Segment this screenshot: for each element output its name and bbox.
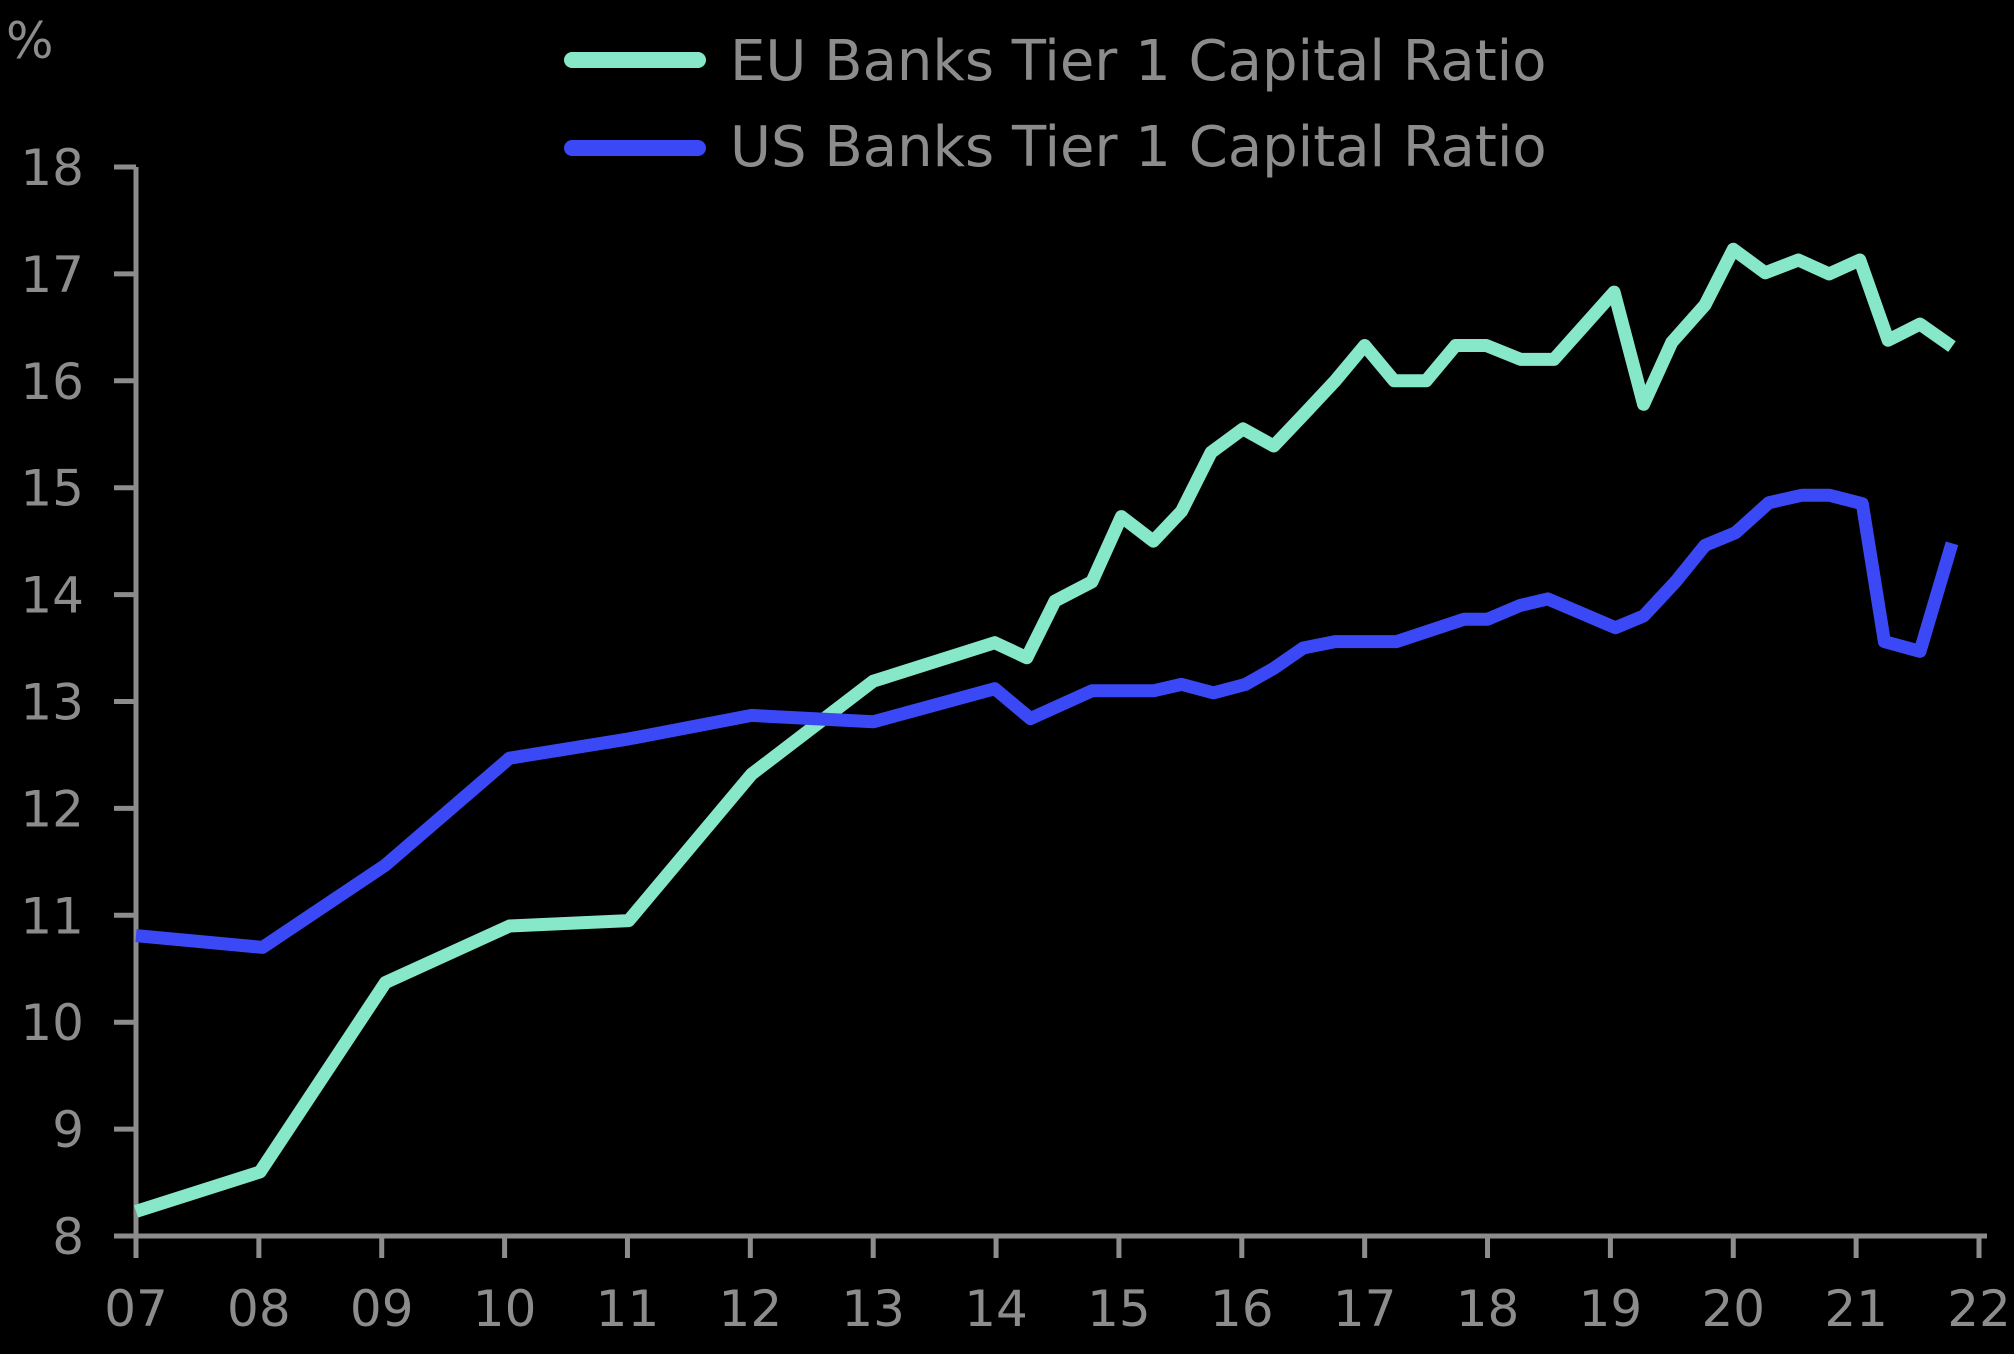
x-tick-label: 12 [719,1280,783,1338]
x-tick-label: 15 [1087,1280,1151,1338]
series-group [134,242,1959,1218]
x-tick-label: 08 [227,1280,291,1338]
legend-item-us: US Banks Tier 1 Capital Ratio [564,115,1547,180]
x-axis: 07 08 09 10 11 12 13 14 15 16 17 18 19 20 21 22 [104,1233,2011,1338]
y-tick-label: 8 [52,1208,84,1266]
legend-label-eu: EU Banks Tier 1 Capital Ratio [730,29,1546,94]
x-tick-label: 07 [104,1280,168,1338]
legend-label-us: US Banks Tier 1 Capital Ratio [730,115,1547,180]
x-tick-label: 10 [473,1280,537,1338]
x-tick-label: 14 [964,1280,1028,1338]
y-tick-label: 14 [20,567,84,625]
y-tick-label: 15 [20,460,84,518]
x-tick-label: 19 [1579,1280,1643,1338]
eu-series-line [134,242,1956,1218]
y-tick-label: 9 [52,1101,84,1159]
y-tick-label: 12 [20,780,84,838]
x-tick-label: 11 [596,1280,660,1338]
y-axis-unit-label: % [6,12,54,70]
x-tick-label: 09 [350,1280,414,1338]
legend: EU Banks Tier 1 Capital Ratio US Banks T… [564,29,1547,180]
x-tick-label: 17 [1333,1280,1397,1338]
y-axis: 8 9 10 11 12 13 14 15 16 17 18 [20,139,139,1266]
legend-item-eu: EU Banks Tier 1 Capital Ratio [564,29,1546,94]
x-tick-label: 20 [1701,1280,1765,1338]
y-tick-label: 16 [20,353,84,411]
y-tick-label: 13 [20,674,84,732]
x-tick-label: 21 [1824,1280,1888,1338]
us-series-line [135,488,1959,954]
x-tick-label: 16 [1210,1280,1274,1338]
y-tick-label: 11 [20,887,84,945]
y-tick-label: 18 [20,139,84,197]
x-tick-label: 22 [1947,1280,2011,1338]
y-tick-label: 17 [20,246,84,304]
y-tick-label: 10 [20,994,84,1052]
x-tick-label: 18 [1456,1280,1520,1338]
x-tick-label: 13 [841,1280,905,1338]
